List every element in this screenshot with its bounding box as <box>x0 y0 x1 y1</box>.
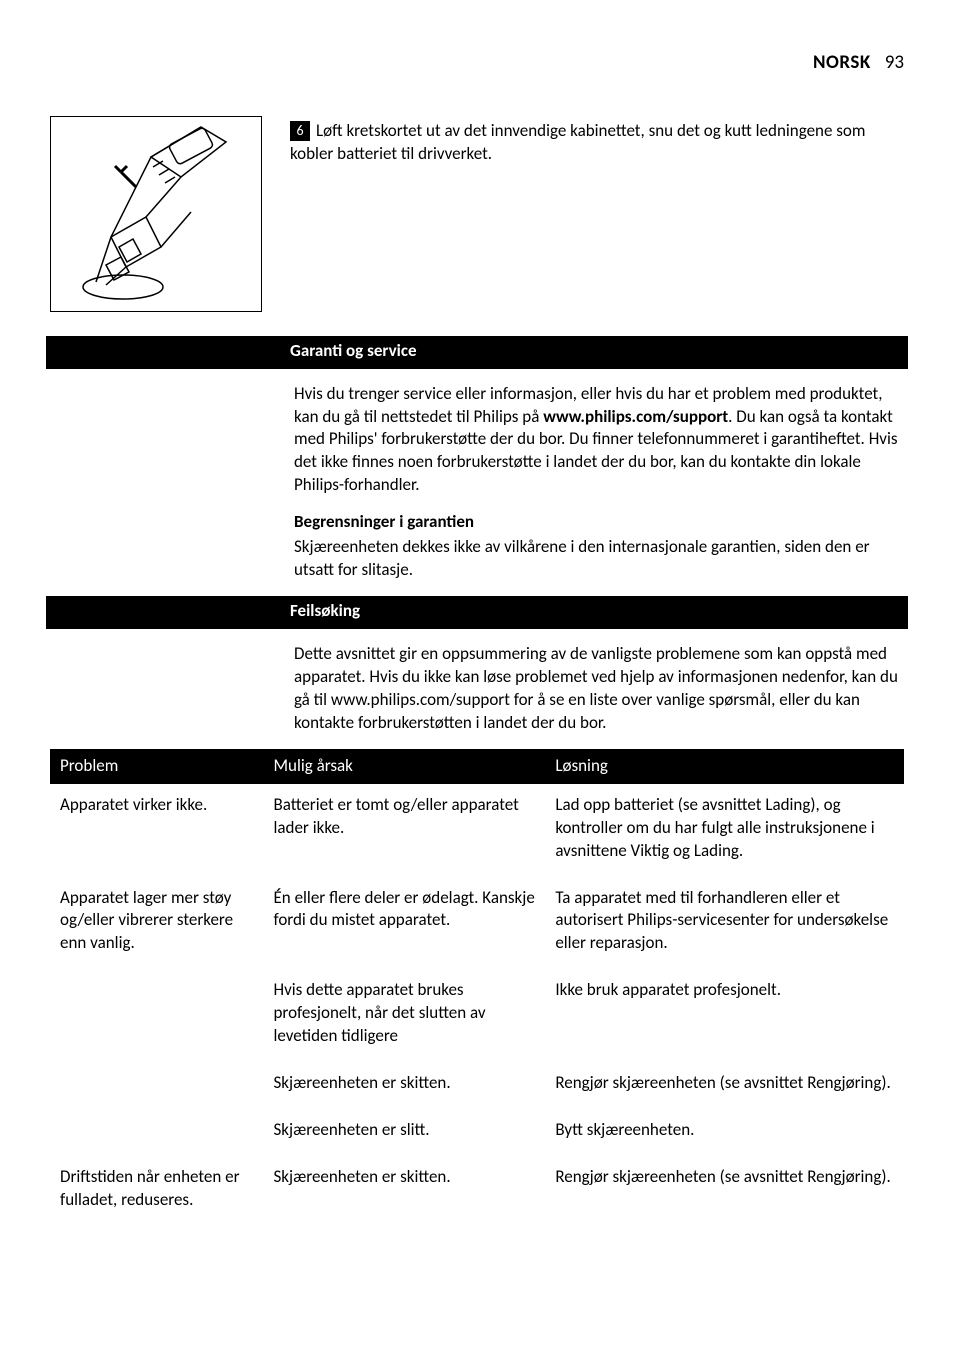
cell-solution: Rengjør skjæreenheten (se avsnittet Reng… <box>545 1062 904 1109</box>
table-row: Hvis dette apparatet brukes profesjonelt… <box>50 969 904 1062</box>
step-number-badge: 6 <box>290 121 310 141</box>
table-row: Skjæreenheten er slitt. Bytt skjæreenhet… <box>50 1109 904 1156</box>
cell-solution: Ta apparatet med til forhandleren eller … <box>545 877 904 970</box>
col-solution: Løsning <box>545 749 904 784</box>
troubleshoot-intro: Dette avsnittet gir en oppsummering av d… <box>294 643 904 735</box>
cell-cause: Hvis dette apparatet brukes profesjonelt… <box>264 969 546 1062</box>
step-description: Løft kretskortet ut av det innvendige ka… <box>290 120 865 164</box>
cell-cause: Batteriet er tomt og/eller apparatet lad… <box>264 784 546 877</box>
cell-problem <box>50 1109 264 1156</box>
cell-cause: Skjæreenheten er skitten. <box>264 1062 546 1109</box>
warranty-limitations-text: Skjæreenheten dekkes ikke av vilkårene i… <box>294 536 904 582</box>
page-number: 93 <box>885 51 904 74</box>
cell-problem: Apparatet lager mer støy og/eller vibrer… <box>50 877 264 970</box>
warranty-limitations-heading: Begrensninger i garantien <box>294 511 904 534</box>
table-row: Driftstiden når enheten er fulladet, red… <box>50 1156 904 1226</box>
cell-solution: Rengjør skjæreenheten (se avsnittet Reng… <box>545 1156 904 1226</box>
cell-problem: Apparatet virker ikke. <box>50 784 264 877</box>
language-label: NORSK <box>813 51 871 74</box>
table-row: Skjæreenheten er skitten. Rengjør skjære… <box>50 1062 904 1109</box>
cell-solution: Ikke bruk apparatet profesjonelt. <box>545 969 904 1062</box>
page-header: NORSK 93 <box>50 50 904 76</box>
cell-solution: Lad opp batteriet (se avsnittet Lading),… <box>545 784 904 877</box>
illustration-step-6 <box>50 116 262 312</box>
warranty-paragraph: Hvis du trenger service eller informasjo… <box>294 383 904 498</box>
step-6-text: 6Løft kretskortet ut av det innvendige k… <box>290 116 904 166</box>
col-problem: Problem <box>50 749 264 784</box>
cell-problem: Driftstiden når enheten er fulladet, red… <box>50 1156 264 1226</box>
cell-cause: Skjæreenheten er slitt. <box>264 1109 546 1156</box>
section-warranty-title: Garanti og service <box>46 336 908 369</box>
cell-problem <box>50 969 264 1062</box>
cell-solution: Bytt skjæreenheten. <box>545 1109 904 1156</box>
table-row: Apparatet lager mer støy og/eller vibrer… <box>50 877 904 970</box>
troubleshoot-table: Problem Mulig årsak Løsning Apparatet vi… <box>50 749 904 1226</box>
col-cause: Mulig årsak <box>264 749 546 784</box>
table-row: Apparatet virker ikke. Batteriet er tomt… <box>50 784 904 877</box>
cell-cause: Skjæreenheten er skitten. <box>264 1156 546 1226</box>
warranty-url: www.philips.com/support <box>543 406 728 427</box>
cell-cause: Én eller flere deler er ødelagt. Kanskje… <box>264 877 546 970</box>
cell-problem <box>50 1062 264 1109</box>
clipper-disassembly-icon <box>51 117 262 312</box>
table-header-row: Problem Mulig årsak Løsning <box>50 749 904 784</box>
section-troubleshoot-title: Feilsøking <box>46 596 908 629</box>
